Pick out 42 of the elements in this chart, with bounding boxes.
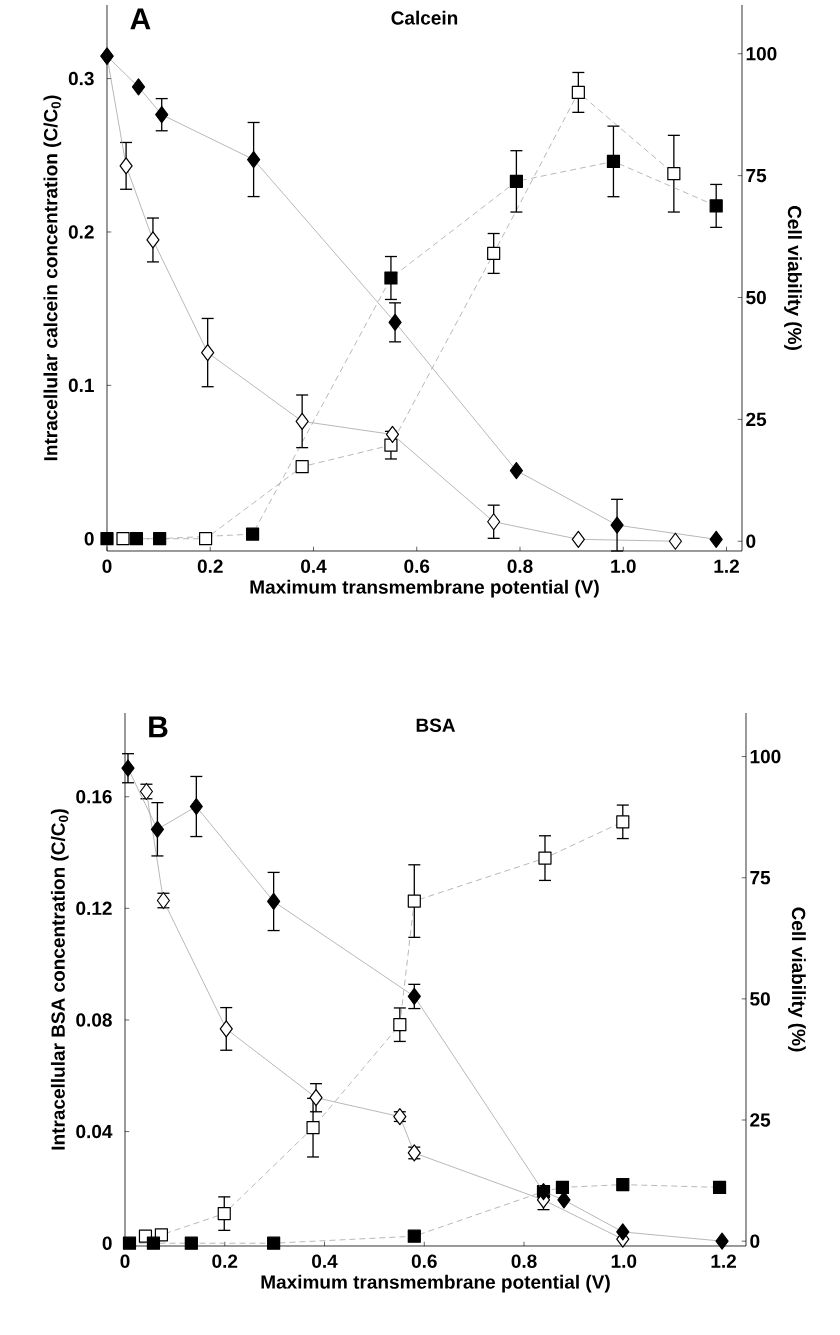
x-tick-label: 0.4: [312, 1254, 338, 1268]
x-tick-label: 0.4: [301, 559, 327, 573]
chart-title: BSA: [416, 718, 456, 732]
x-tick-label: 1.2: [714, 559, 739, 573]
x-tick-label: 0.8: [511, 1254, 537, 1268]
x-tick-label: 0.2: [197, 559, 223, 573]
x-tick-label: 0: [120, 1254, 130, 1268]
x-tick-label: 1.0: [611, 1254, 637, 1268]
y2-tick-label: 100: [746, 47, 777, 61]
x-tick-label: 1.0: [611, 559, 636, 573]
y2-tick-label: 0: [746, 534, 756, 548]
y-tick-label: 0.2: [68, 225, 94, 239]
y2-tick-label: 25: [746, 412, 767, 427]
y2-tick-label: 100: [750, 749, 781, 764]
x-tick-label: 1.2: [711, 1254, 736, 1268]
annotation: A: [130, 8, 151, 30]
y-tick-label: 0.3: [68, 71, 94, 86]
y-tick-label: 0.16: [76, 789, 112, 804]
y2-axis-title: Cell viability (%): [788, 907, 806, 1052]
y-tick-label: 0.04: [76, 1124, 113, 1139]
y-tick-label: 0: [84, 531, 94, 546]
x-axis-title: Maximum transmembrane potential (V): [261, 1274, 610, 1293]
x-tick-label: 0.6: [404, 559, 430, 573]
y2-axis-title: Cell viability (%): [784, 205, 802, 350]
chart-title: Calcein: [391, 10, 458, 25]
y-tick-label: 0.1: [68, 378, 94, 393]
y2-tick-label: 75: [750, 871, 771, 885]
y2-tick-label: 75: [746, 169, 767, 183]
y-tick-label: 0.12: [76, 901, 112, 916]
y2-tick-label: 50: [746, 290, 766, 305]
x-tick-label: 0.6: [411, 1254, 437, 1268]
annotation: B: [149, 716, 168, 738]
y-tick-label: 0: [102, 1236, 112, 1250]
x-axis-title: Maximum transmembrane potential (V): [250, 579, 599, 598]
y2-tick-label: 0: [750, 1234, 760, 1248]
y-tick-label: 0.08: [76, 1013, 112, 1027]
y-axis-title: Intracellular calcein concentration (C/C$_{0}$): [43, 95, 62, 461]
x-tick-label: 0.8: [507, 559, 533, 573]
y2-tick-label: 50: [750, 992, 770, 1006]
y2-tick-label: 25: [750, 1113, 771, 1127]
y-axis-title: Intracellular BSA concentration (C/C$_{0}$): [50, 809, 69, 1150]
x-tick-label: 0.2: [212, 1254, 238, 1268]
